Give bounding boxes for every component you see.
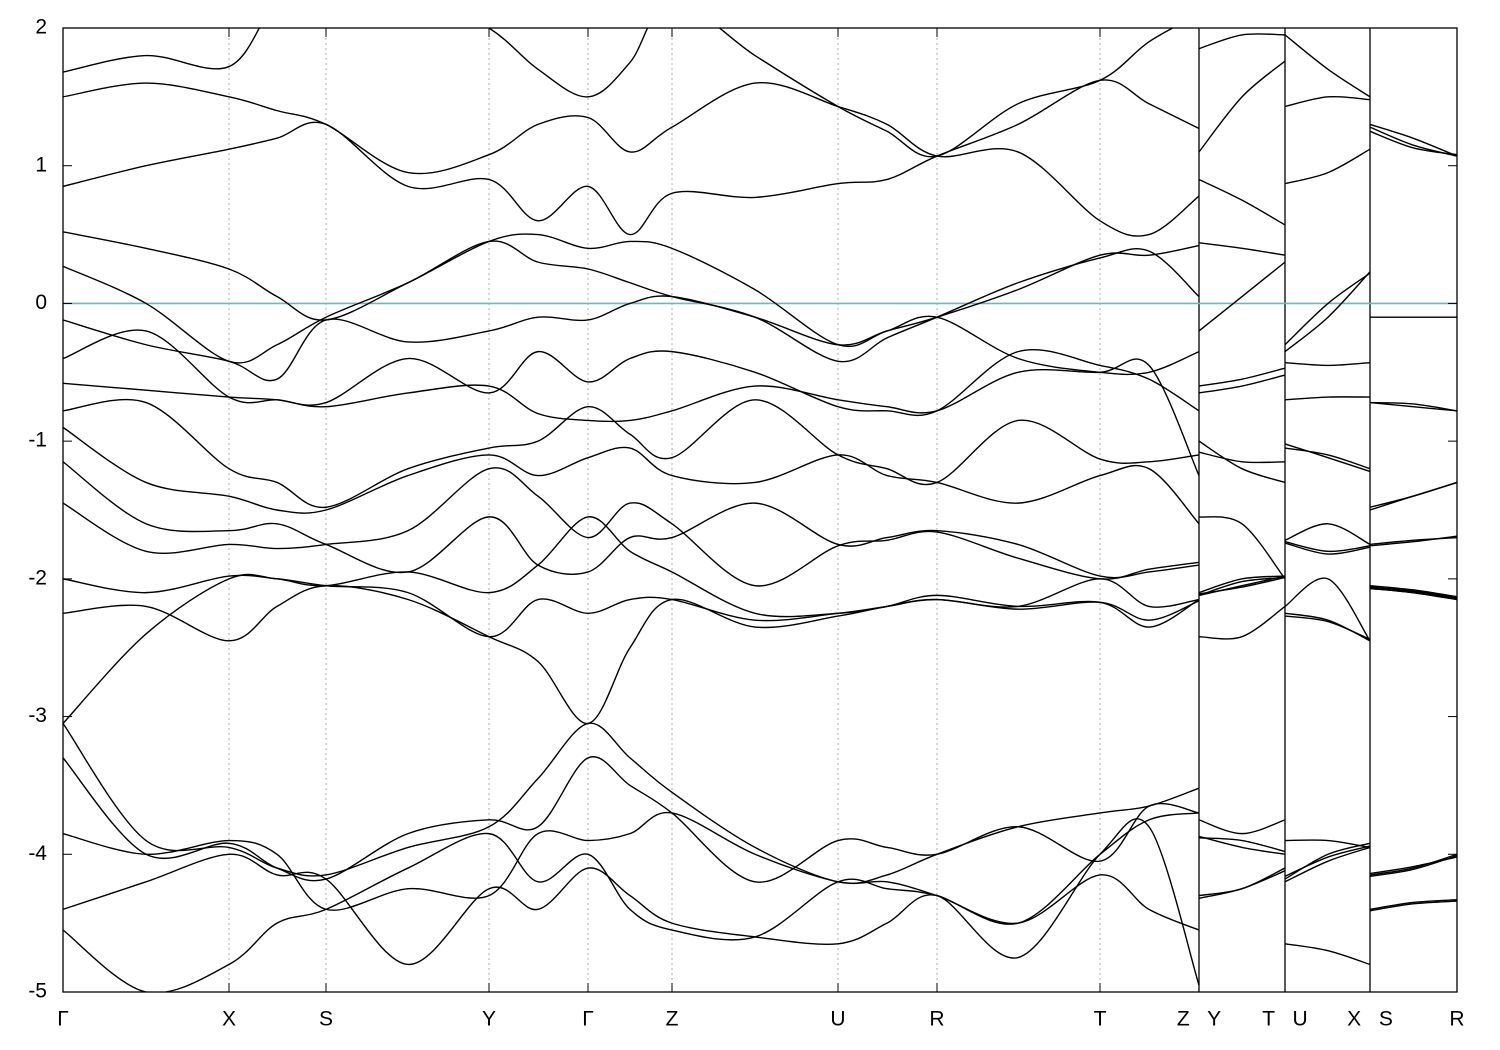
x-tick-label: T (1094, 1008, 1107, 1031)
plot-frame (62, 27, 1458, 993)
band (63, 812, 1457, 992)
y-tick-label: -3 (28, 704, 47, 727)
band (63, 60, 1457, 236)
y-tick-label: -5 (28, 980, 47, 1003)
x-tick-label: Z Y (1177, 1008, 1221, 1031)
y-tick-label: -4 (28, 842, 47, 865)
x-tick-label: Z (666, 1008, 679, 1031)
x-tick-label: R (1449, 1008, 1464, 1031)
band (63, 575, 1457, 725)
x-tick-label: U (830, 1008, 845, 1031)
band (63, 818, 1457, 986)
x-tick-label: Y (482, 1008, 496, 1031)
y-tick-label: 0 (35, 291, 47, 314)
band (63, 82, 1457, 237)
y-tick-label: 2 (35, 16, 47, 39)
band (63, 295, 1457, 412)
x-tick-label: X (222, 1008, 236, 1031)
band (63, 28, 1457, 158)
x-tick-label: R (929, 1008, 944, 1031)
band (63, 467, 1457, 599)
band (63, 358, 1457, 511)
band (63, 240, 1457, 412)
bands (63, 28, 1457, 992)
band (63, 426, 1457, 580)
band (63, 756, 1457, 883)
band (63, 573, 1457, 724)
band (63, 516, 1457, 642)
x-tick-label: Γ (582, 1008, 594, 1031)
x-tick-label: X S (1347, 1008, 1393, 1031)
x-tick-label: T U (1262, 1008, 1307, 1031)
band (63, 722, 1457, 885)
y-tick-label: -2 (28, 566, 47, 589)
band (63, 231, 1457, 348)
grid (63, 28, 1457, 992)
y-tick-label: 1 (35, 153, 47, 176)
x-tick-label: S (319, 1008, 333, 1031)
axes: -5 -4 -3 -2 -1 0 1 2 Γ X S Y Γ Z U R T Z Y T U X S R (28, 16, 1464, 1031)
band (63, 398, 1457, 546)
band (63, 329, 1457, 508)
x-tick-label: Γ (57, 1008, 69, 1031)
y-tick-label: -1 (28, 429, 47, 452)
band (63, 461, 1457, 598)
